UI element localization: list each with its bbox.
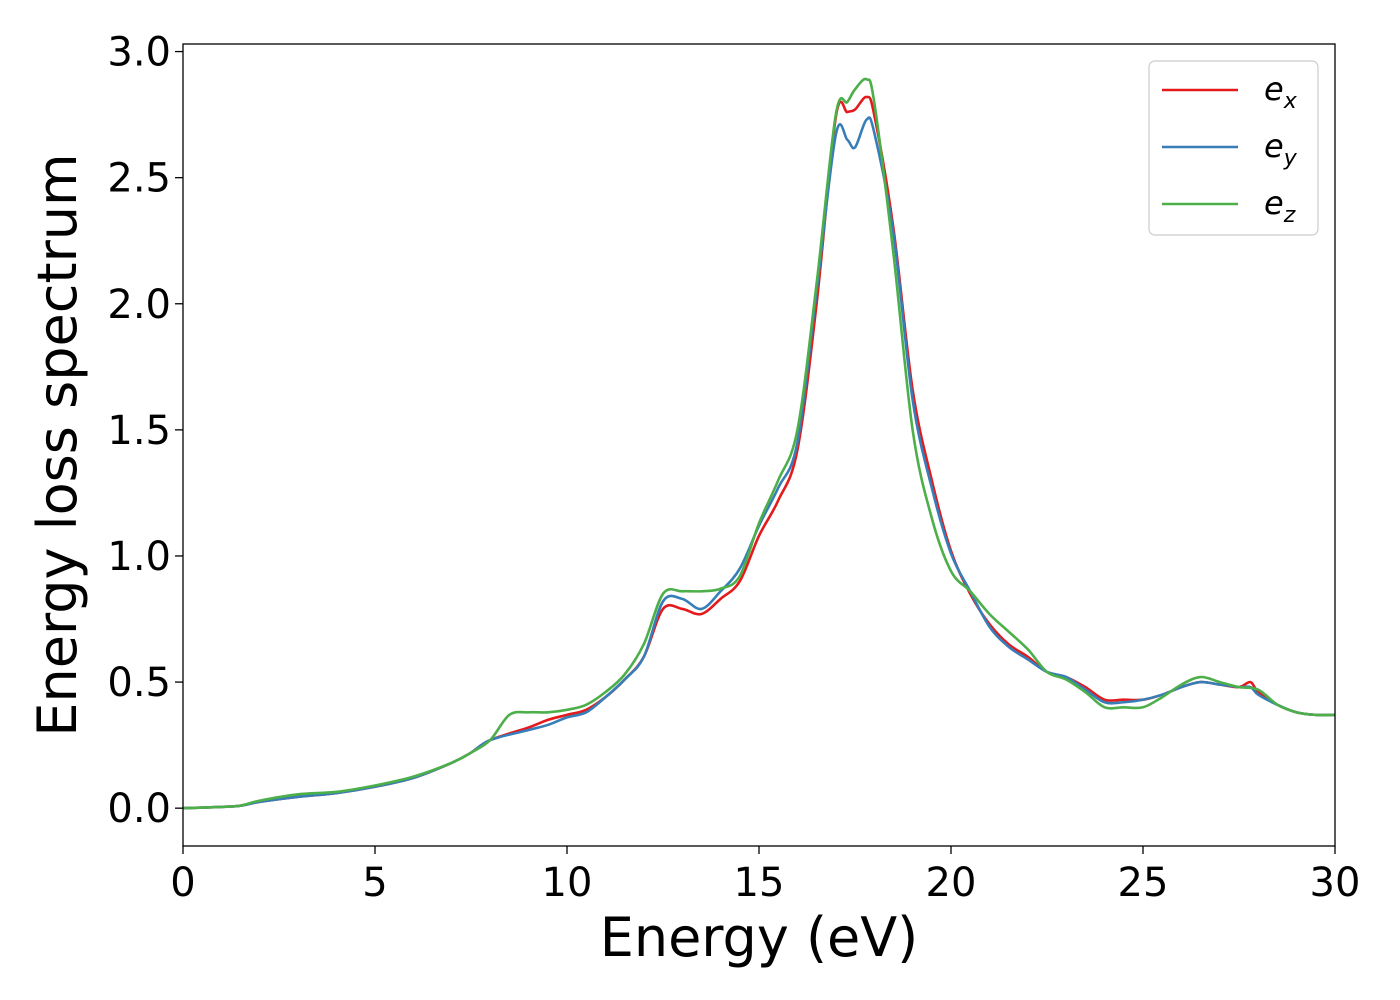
y-tick-label: 1.5 (107, 408, 171, 454)
y-tick-label: 2.5 (107, 156, 171, 202)
x-tick-label: 20 (926, 860, 977, 906)
x-tick-label: 15 (734, 860, 785, 906)
y-axis: 0.0 0.5 1.0 1.5 2.0 2.5 3.0 (107, 30, 183, 832)
y-tick-label: 0.0 (107, 786, 171, 832)
series-layer (183, 77, 1335, 810)
x-tick-label: 0 (170, 860, 195, 906)
legend-label-z: ez (1264, 184, 1296, 228)
x-axis-title: Energy (eV) (600, 906, 919, 969)
y-axis-title: Energy loss spectrum (26, 153, 89, 736)
legend-label-x: ex (1264, 70, 1298, 114)
x-tick-label: 5 (362, 860, 387, 906)
y-tick-label: 2.0 (107, 282, 171, 328)
y-tick-label: 0.5 (107, 660, 171, 706)
series-line-z (183, 77, 1335, 810)
x-tick-label: 25 (1118, 860, 1169, 906)
x-tick-label: 10 (542, 860, 593, 906)
x-axis: 0 5 10 15 20 25 30 (170, 846, 1360, 906)
y-tick-label: 1.0 (107, 534, 171, 580)
x-tick-label: 30 (1310, 860, 1361, 906)
legend-label-y: ey (1264, 127, 1298, 171)
y-tick-label: 3.0 (107, 30, 171, 76)
legend: ex ey ez (1148, 60, 1319, 236)
